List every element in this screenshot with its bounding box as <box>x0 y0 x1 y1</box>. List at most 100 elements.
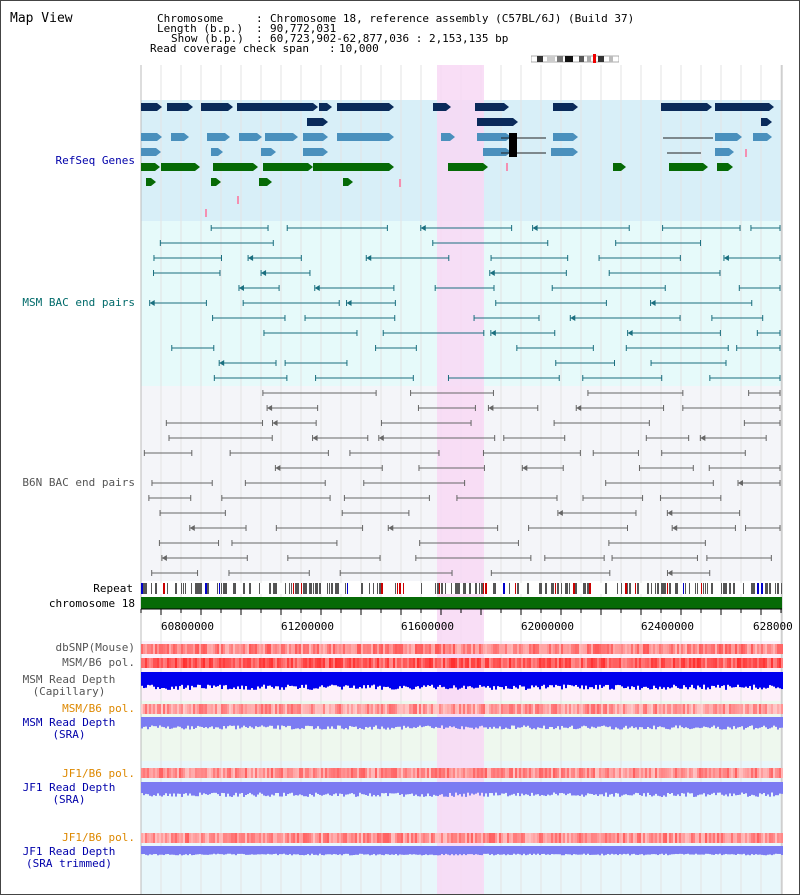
msm-pol-strip <box>673 658 675 668</box>
msm-capillary-depth <box>625 672 627 688</box>
jf1-sra-depth <box>741 782 743 793</box>
msm-capillary-depth <box>523 672 525 687</box>
track-label-msm-depth-sra[interactable]: MSM Read Depth <box>22 716 116 729</box>
track-label-b6n-bac[interactable]: B6N BAC end pairs <box>22 476 135 489</box>
gene-arrow <box>513 118 518 126</box>
track-label-msm-b6-pol[interactable]: MSM/B6 pol. <box>62 656 135 669</box>
msm-pol-strip <box>461 658 463 668</box>
jf1-sra-depth <box>143 782 145 796</box>
msm-pol-strip <box>237 658 239 668</box>
jf1-pol-strip-2 <box>417 833 419 843</box>
msm-capillary-depth <box>745 672 747 687</box>
jf1-sra-depth <box>141 782 143 794</box>
track-label-refseq-genes[interactable]: RefSeq Genes <box>55 154 135 167</box>
repeat-mark <box>481 583 483 594</box>
track-label-repeat[interactable]: Repeat <box>93 582 133 595</box>
msm-capillary-depth <box>585 672 587 686</box>
msm-capillary-depth <box>143 672 145 689</box>
jf1-trim-depth <box>371 846 373 855</box>
msm-pol-strip-2 <box>579 704 581 714</box>
msm-pol-strip-2 <box>605 704 607 714</box>
track-label-jf1-depth-trimmed[interactable]: JF1 Read Depth <box>22 845 116 858</box>
msm-sra-depth <box>177 717 179 727</box>
jf1-pol-strip <box>497 768 499 778</box>
msm-pol-strip <box>647 658 649 668</box>
gene-block <box>475 103 504 111</box>
jf1-pol-strip-2 <box>189 833 191 843</box>
msm-pol-strip <box>157 658 159 668</box>
msm-sra-depth <box>385 717 387 730</box>
jf1-trim-depth <box>577 846 579 855</box>
repeat-mark <box>729 583 731 594</box>
msm-pol-strip <box>351 658 353 668</box>
jf1-sra-depth <box>379 782 381 797</box>
dbsnp-strip <box>203 644 205 654</box>
dbsnp-strip <box>557 644 559 654</box>
dbsnp-strip <box>149 644 151 654</box>
track-label-jf1-b6-pol-2[interactable]: JF1/B6 pol. <box>62 831 135 844</box>
jf1-pol-strip-2 <box>753 833 755 843</box>
jf1-trim-depth <box>235 846 237 856</box>
jf1-pol-strip <box>675 768 677 778</box>
jf1-trim-depth <box>745 846 747 856</box>
gene-arrow <box>313 103 318 111</box>
repeat-mark <box>285 583 286 594</box>
msm-pol-strip-2 <box>167 704 169 714</box>
jf1-trim-depth <box>617 846 619 856</box>
msm-capillary-depth <box>303 672 305 688</box>
msm-pol-strip <box>165 658 167 668</box>
msm-pol-strip-2 <box>177 704 179 714</box>
jf1-pol-strip <box>539 768 541 778</box>
repeat-mark <box>163 583 165 594</box>
msm-pol-strip-2 <box>513 704 515 714</box>
repeat-mark <box>273 583 275 594</box>
jf1-pol-strip <box>215 768 217 778</box>
msm-pol-strip-2 <box>485 704 487 714</box>
msm-capillary-depth <box>777 672 779 688</box>
track-label-msm-bac[interactable]: MSM BAC end pairs <box>22 296 135 309</box>
msm-capillary-depth <box>781 672 783 690</box>
jf1-pol-strip-2 <box>157 833 159 843</box>
track-label-jf1-b6-pol[interactable]: JF1/B6 pol. <box>62 767 135 780</box>
b6n-bac-pair-arrow <box>522 465 528 471</box>
track-label-jf1-depth-sra[interactable]: JF1 Read Depth <box>22 781 116 794</box>
msm-sra-depth <box>619 717 621 730</box>
jf1-pol-strip <box>171 768 173 778</box>
msm-sra-depth <box>339 717 341 726</box>
jf1-sra-depth <box>205 782 207 795</box>
msm-sra-depth <box>669 717 671 730</box>
jf1-trim-depth <box>599 846 601 856</box>
jf1-sra-depth <box>711 782 713 794</box>
jf1-sra-depth <box>359 782 361 793</box>
gene-arrow <box>157 133 162 141</box>
jf1-pol-strip-2 <box>415 833 417 843</box>
dbsnp-strip <box>733 644 735 654</box>
msm-sra-depth <box>609 717 611 727</box>
msm-sra-depth <box>577 717 579 729</box>
jf1-trim-depth <box>709 846 711 855</box>
dbsnp-strip <box>659 644 661 654</box>
jf1-sra-depth <box>217 782 219 795</box>
chromosome-ideogram[interactable] <box>531 54 619 63</box>
msm-sra-depth <box>459 717 461 730</box>
jf1-trim-depth <box>303 846 305 856</box>
repeat-mark <box>297 583 299 594</box>
jf1-pol-strip <box>649 768 651 778</box>
dbsnp-strip <box>267 644 269 654</box>
track-label-msm-b6-pol-2[interactable]: MSM/B6 pol. <box>62 702 135 715</box>
track-label-dbsnp[interactable]: dbSNP(Mouse) <box>55 641 135 654</box>
msm-capillary-depth <box>507 672 509 689</box>
msm-sra-depth <box>513 717 515 726</box>
jf1-sra-depth <box>145 782 147 794</box>
msm-pol-strip-2 <box>383 704 385 714</box>
jf1-pol-strip-2 <box>357 833 359 843</box>
msm-pol-strip <box>629 658 631 668</box>
msm-sra-depth <box>539 717 541 728</box>
track-label-msm-depth-cap[interactable]: MSM Read Depth <box>22 673 116 686</box>
dbsnp-strip <box>489 644 491 654</box>
jf1-pol-strip <box>565 768 567 778</box>
jf1-pol-strip-2 <box>735 833 737 843</box>
repeat-mark <box>707 583 708 594</box>
msm-pol-strip-2 <box>353 704 355 714</box>
